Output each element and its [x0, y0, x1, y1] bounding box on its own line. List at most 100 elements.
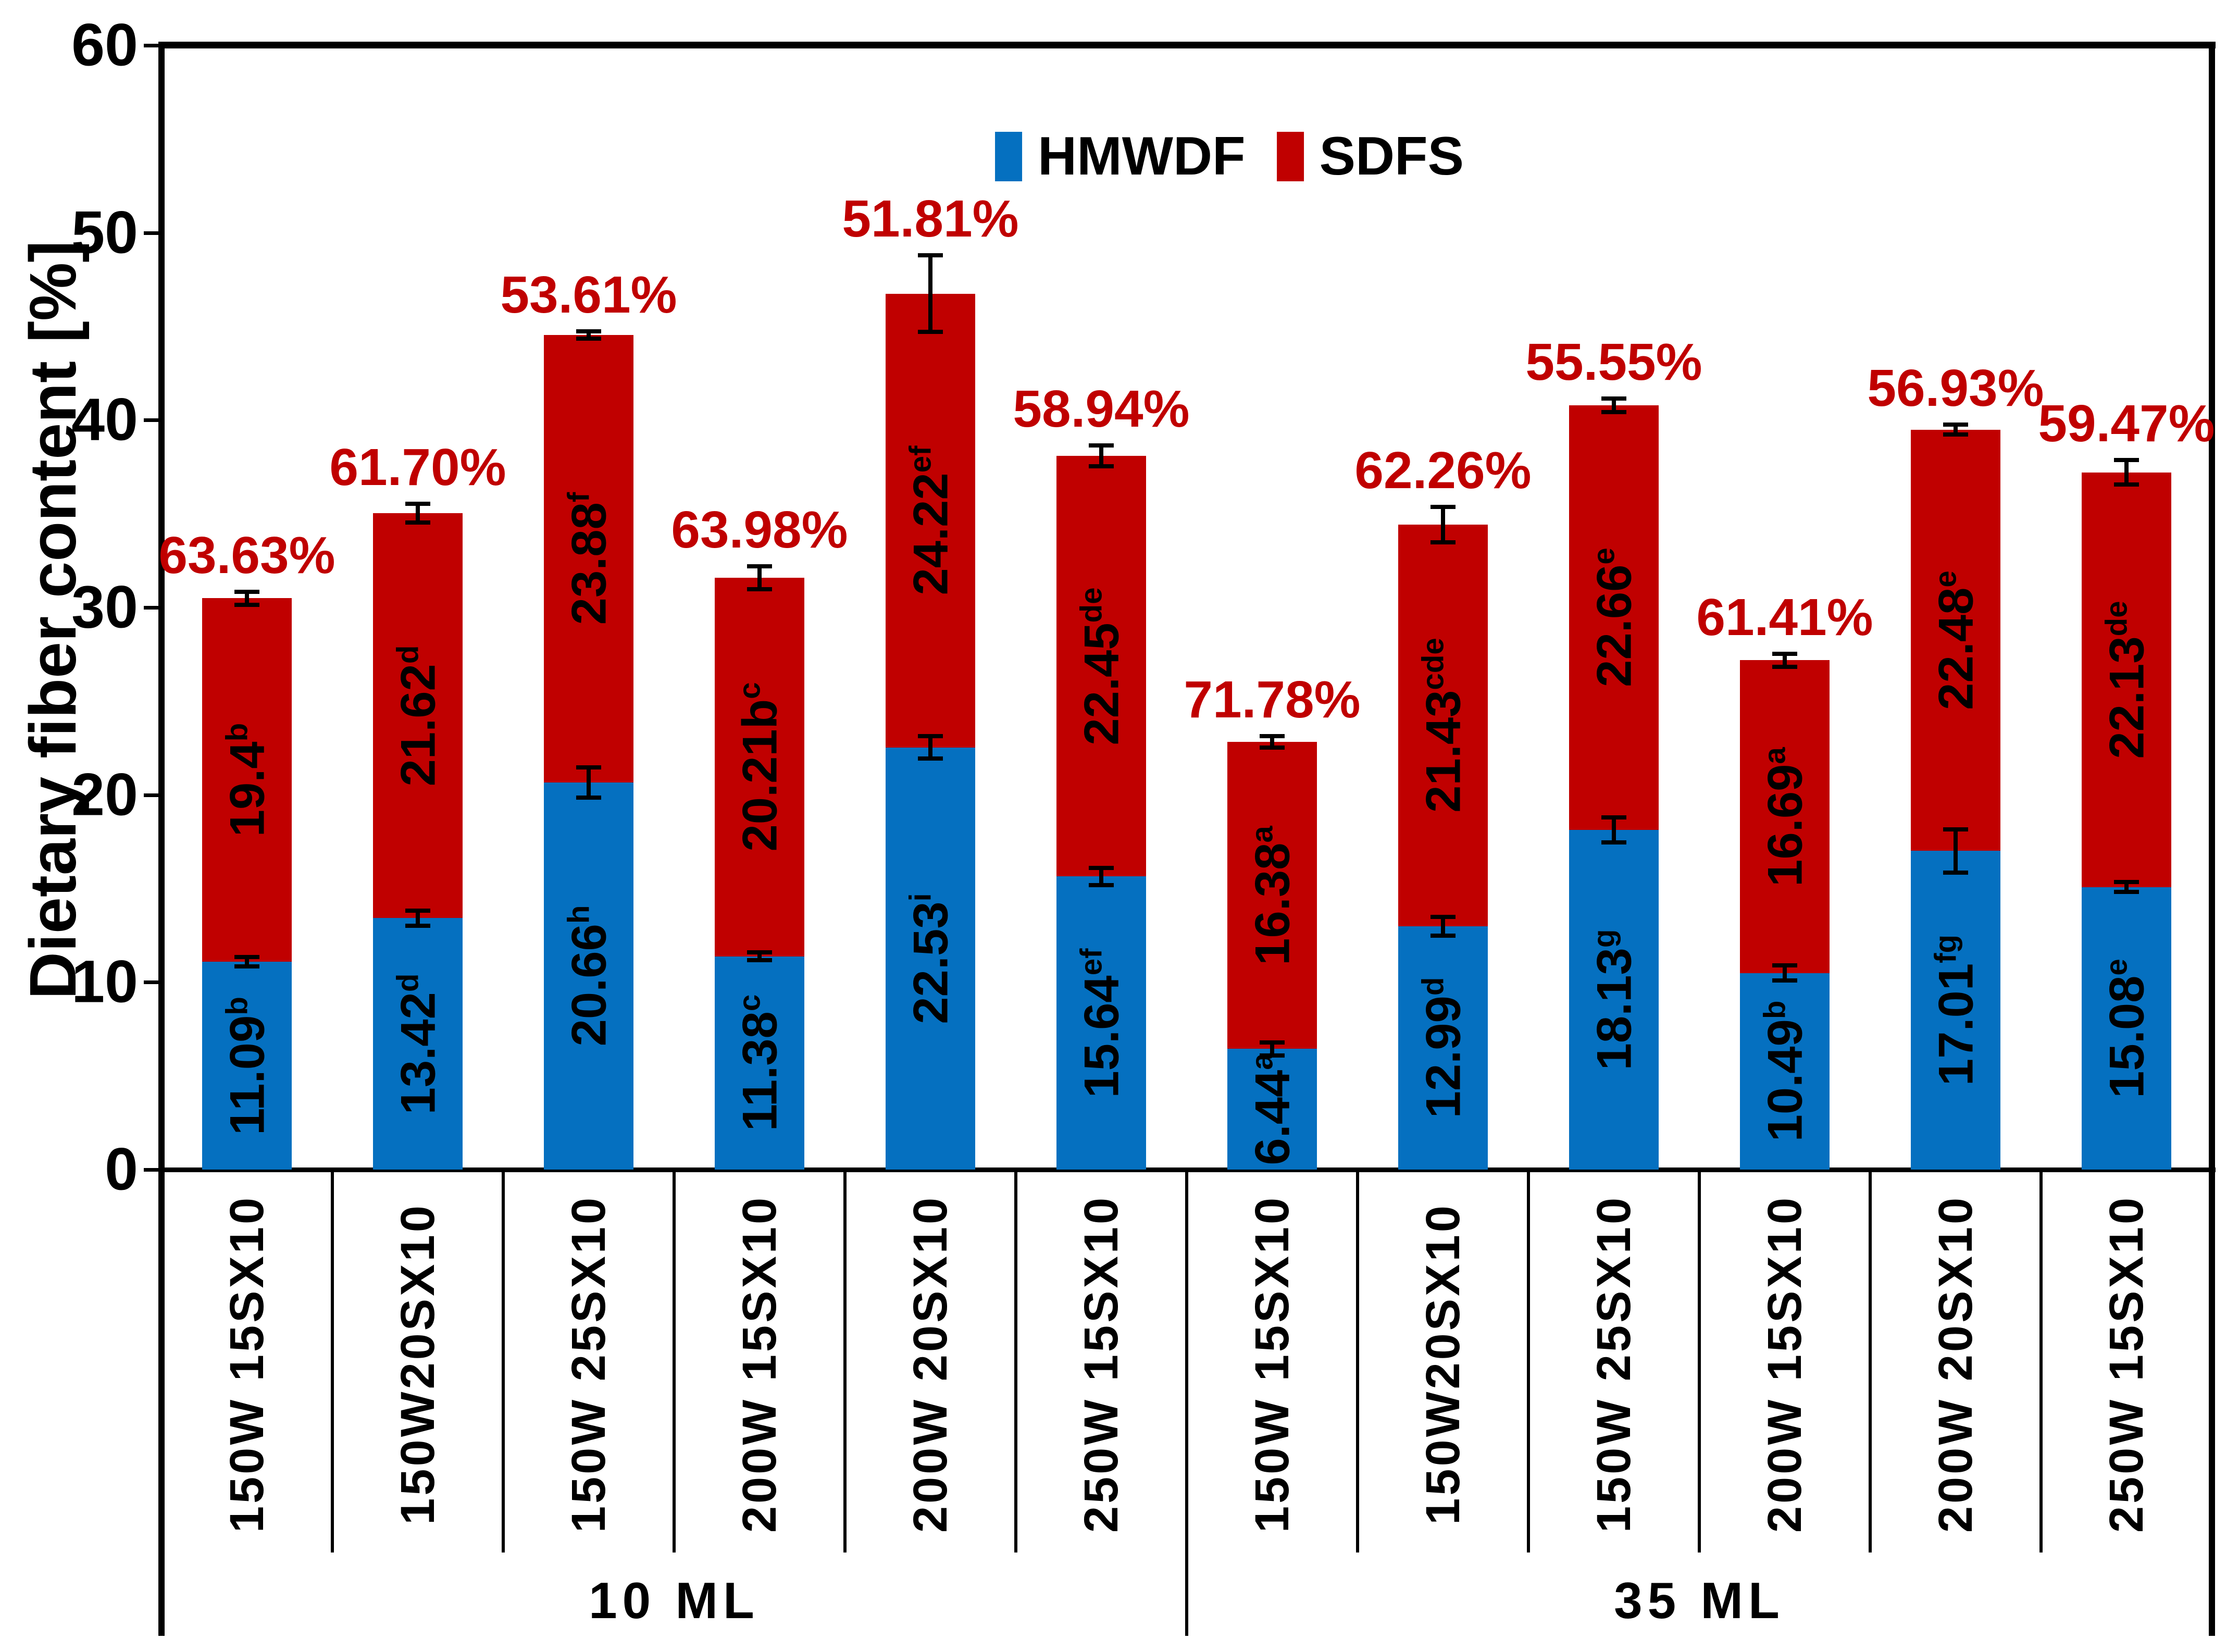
category-divider	[331, 1170, 334, 1552]
bar-segment-sdfs	[1056, 456, 1146, 877]
hmwdf-value-label: 11.38c	[732, 995, 787, 1132]
total-error-bar	[587, 332, 591, 338]
y-tick-label: 10	[71, 948, 138, 1015]
hmwdf-error-bar-cap	[1431, 914, 1456, 919]
hmwdf-error-bar	[245, 958, 249, 966]
sdfs-value-label: 22.13de	[2099, 601, 2154, 759]
hmwdf-error-bar-cap	[405, 923, 430, 928]
y-tick-label: 60	[71, 11, 138, 79]
hmwdf-value-label: 12.99d	[1415, 977, 1471, 1119]
total-error-bar-cap	[1260, 746, 1285, 750]
category-divider	[1869, 1170, 1872, 1552]
x-category-label: 150W 25SX10	[1587, 1195, 1640, 1533]
total-error-bar-cap	[1601, 409, 1626, 414]
sdfs-value-label: 20.21bc	[732, 682, 787, 852]
hmwdf-value-label: 15.08e	[2099, 958, 2154, 1098]
sdfs-percentage-label: 61.41%	[1696, 588, 1873, 647]
hmwdf-value-label: 17.01fg	[1928, 934, 1983, 1086]
bar-segment-sdfs	[1227, 742, 1317, 1049]
total-error-bar	[416, 504, 420, 521]
total-error-bar	[1783, 654, 1787, 666]
total-error-bar-cap	[1260, 734, 1285, 739]
category-divider	[673, 1170, 676, 1552]
x-category-label: 150W20SX10	[1416, 1202, 1470, 1525]
total-error-bar	[2124, 461, 2129, 484]
total-error-bar	[1612, 400, 1616, 411]
bar-segment-hmwdf	[1227, 1049, 1317, 1170]
bar-segment-sdfs	[1569, 405, 1659, 830]
x-category-label: 150W20SX10	[391, 1202, 444, 1525]
total-error-bar-cap	[1431, 540, 1456, 545]
category-divider	[1014, 1170, 1017, 1552]
y-tick	[144, 606, 161, 610]
plot-frame-right	[2209, 42, 2215, 1636]
y-tick-label: 0	[105, 1136, 138, 1203]
total-error-bar-cap	[1431, 504, 1456, 509]
sdfs-value-label: 23.88f	[561, 492, 616, 625]
category-divider	[502, 1170, 505, 1552]
legend-item-sdfs: SDFS	[1276, 126, 1464, 187]
total-error-bar	[245, 592, 249, 604]
total-error-bar	[1441, 507, 1445, 542]
legend: HMWDF SDFS	[995, 129, 1464, 183]
bar-segment-hmwdf	[715, 956, 804, 1170]
total-error-bar	[757, 567, 762, 588]
total-error-bar-cap	[2114, 458, 2139, 463]
sdfs-percentage-label: 55.55%	[1525, 333, 1702, 392]
hmwdf-error-bar-cap	[234, 954, 259, 959]
total-error-bar-cap	[918, 253, 943, 257]
sdfs-percentage-label: 58.94%	[1013, 380, 1190, 439]
y-tick	[144, 418, 161, 423]
bar-segment-sdfs	[1740, 660, 1830, 973]
total-error-bar-cap	[747, 587, 772, 591]
x-category-label: 200W 15SX10	[1758, 1195, 1811, 1533]
hmwdf-error-bar-cap	[1089, 883, 1114, 887]
sdfs-percentage-label: 63.98%	[671, 501, 848, 560]
legend-item-hmwdf: HMWDF	[995, 129, 1246, 183]
hmwdf-error-bar	[1099, 869, 1103, 884]
sdfs-value-label: 22.48e	[1928, 570, 1983, 710]
bar-segment-hmwdf	[1911, 851, 2000, 1170]
sdfs-value-label: 21.43cde	[1415, 638, 1471, 813]
hmwdf-error-bar-cap	[918, 734, 943, 738]
hmwdf-error-bar-cap	[2114, 880, 2139, 885]
hmwdf-error-bar	[1441, 917, 1445, 935]
bar-segment-hmwdf	[1740, 973, 1830, 1170]
y-tick	[144, 1168, 161, 1172]
hmwdf-error-bar	[2124, 883, 2129, 891]
total-error-bar-cap	[405, 520, 430, 525]
x-category-label: 150W 15SX10	[220, 1195, 273, 1533]
category-divider	[843, 1170, 847, 1552]
hmwdf-error-bar	[1612, 818, 1616, 841]
sdfs-value-label: 22.66e	[1586, 548, 1641, 688]
sdfs-percentage-label: 71.78%	[1184, 670, 1361, 729]
hmwdf-value-label: 22.53i	[903, 893, 958, 1024]
bar-segment-hmwdf	[2082, 887, 2171, 1170]
y-tick-label: 40	[71, 386, 138, 453]
hmwdf-error-bar	[1783, 966, 1787, 980]
category-divider	[1698, 1170, 1701, 1552]
bar-segment-hmwdf	[1398, 926, 1488, 1170]
total-error-bar	[1270, 737, 1274, 747]
hmwdf-error-bar-cap	[1772, 963, 1797, 968]
sdfs-percentage-label: 62.26%	[1354, 441, 1532, 500]
x-category-label: 200W 20SX10	[904, 1195, 957, 1533]
y-tick	[144, 231, 161, 235]
total-error-bar-cap	[1601, 396, 1626, 401]
bar-segment-sdfs	[544, 335, 633, 782]
sdfs-value-label: 21.62d	[390, 645, 445, 786]
hmwdf-value-label: 15.64ef	[1074, 948, 1129, 1098]
hmwdf-error-bar-cap	[234, 964, 259, 969]
total-error-bar-cap	[234, 603, 259, 607]
bar-segment-sdfs	[886, 293, 975, 748]
legend-label-sdfs: SDFS	[1319, 126, 1464, 187]
hmwdf-value-label: 20.66h	[561, 905, 616, 1047]
sdfs-value-label: 19.4b	[219, 723, 275, 837]
sdfs-value-label: 16.38a	[1245, 825, 1300, 965]
total-error-bar-cap	[234, 589, 259, 594]
hmwdf-error-bar-cap	[1089, 866, 1114, 871]
hmwdf-error-bar	[416, 911, 420, 925]
hmwdf-value-label: 10.49b	[1757, 1000, 1812, 1142]
sdfs-percentage-label: 56.93%	[1867, 359, 2044, 418]
